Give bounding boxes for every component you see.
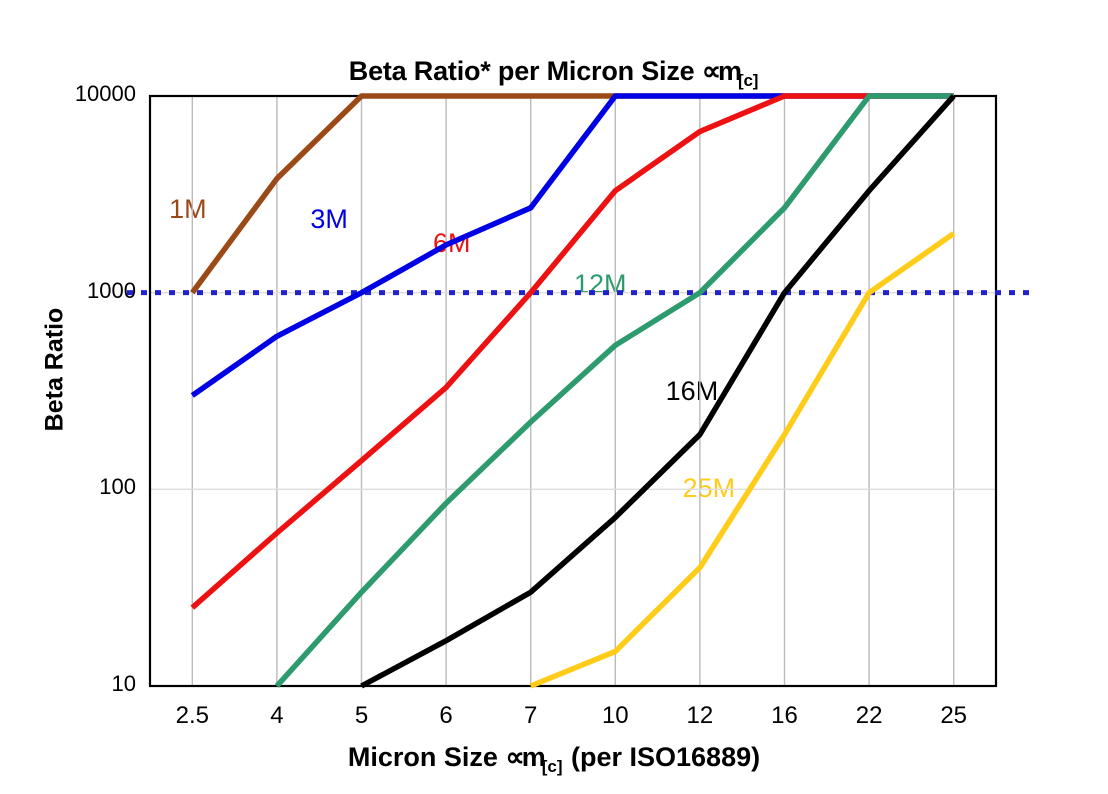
x-tick-label: 7 — [524, 702, 538, 729]
x-tick-label: 10 — [601, 702, 629, 729]
series-line-1m — [190, 93, 785, 295]
series-label-25m: 25M — [682, 472, 736, 503]
x-tick-label: 4 — [270, 702, 284, 729]
series-line-16m — [360, 94, 956, 689]
chart-title-subscript: [c] — [738, 71, 759, 90]
x-tick-label: 25 — [940, 702, 968, 729]
series-line-25m — [529, 231, 956, 689]
y-tick-label: 10 — [111, 671, 136, 696]
series-lines — [190, 93, 956, 689]
x-tick-label: 2.5 — [175, 702, 209, 729]
y-tick-label: 10000 — [74, 81, 136, 106]
chart-title-symbol: ∝m — [701, 56, 742, 86]
series-label-3m: 3M — [310, 204, 348, 235]
gridlines — [150, 96, 996, 686]
x-tick-label: 16 — [771, 702, 798, 729]
x-axis-title: Micron Size ∝m[c] (per ISO16889) — [0, 742, 1108, 776]
series-line-6m — [190, 93, 954, 610]
x-tick-label: 12 — [686, 702, 714, 729]
x-axis-title-subscript: [c] — [541, 757, 563, 776]
chart-title: Beta Ratio* per Micron Size ∝m[c] — [0, 56, 1108, 90]
x-axis-title-tail: (per ISO16889) — [563, 742, 761, 772]
x-tick-label: 6 — [439, 702, 453, 729]
x-tick-label: 5 — [354, 702, 369, 729]
x-axis-title-main: Micron Size — [347, 742, 506, 772]
x-axis-title-symbol: ∝m — [505, 742, 545, 772]
series-label-16m: 16M — [665, 376, 719, 407]
y-tick-label: 1000 — [87, 277, 136, 303]
series-line-12m — [274, 93, 954, 688]
y-tick-label: 100 — [99, 474, 136, 500]
series-label-1m: 1M — [169, 193, 207, 224]
x-tick-label: 22 — [855, 702, 883, 729]
chart-title-main: Beta Ratio* per Micron Size — [348, 56, 702, 86]
